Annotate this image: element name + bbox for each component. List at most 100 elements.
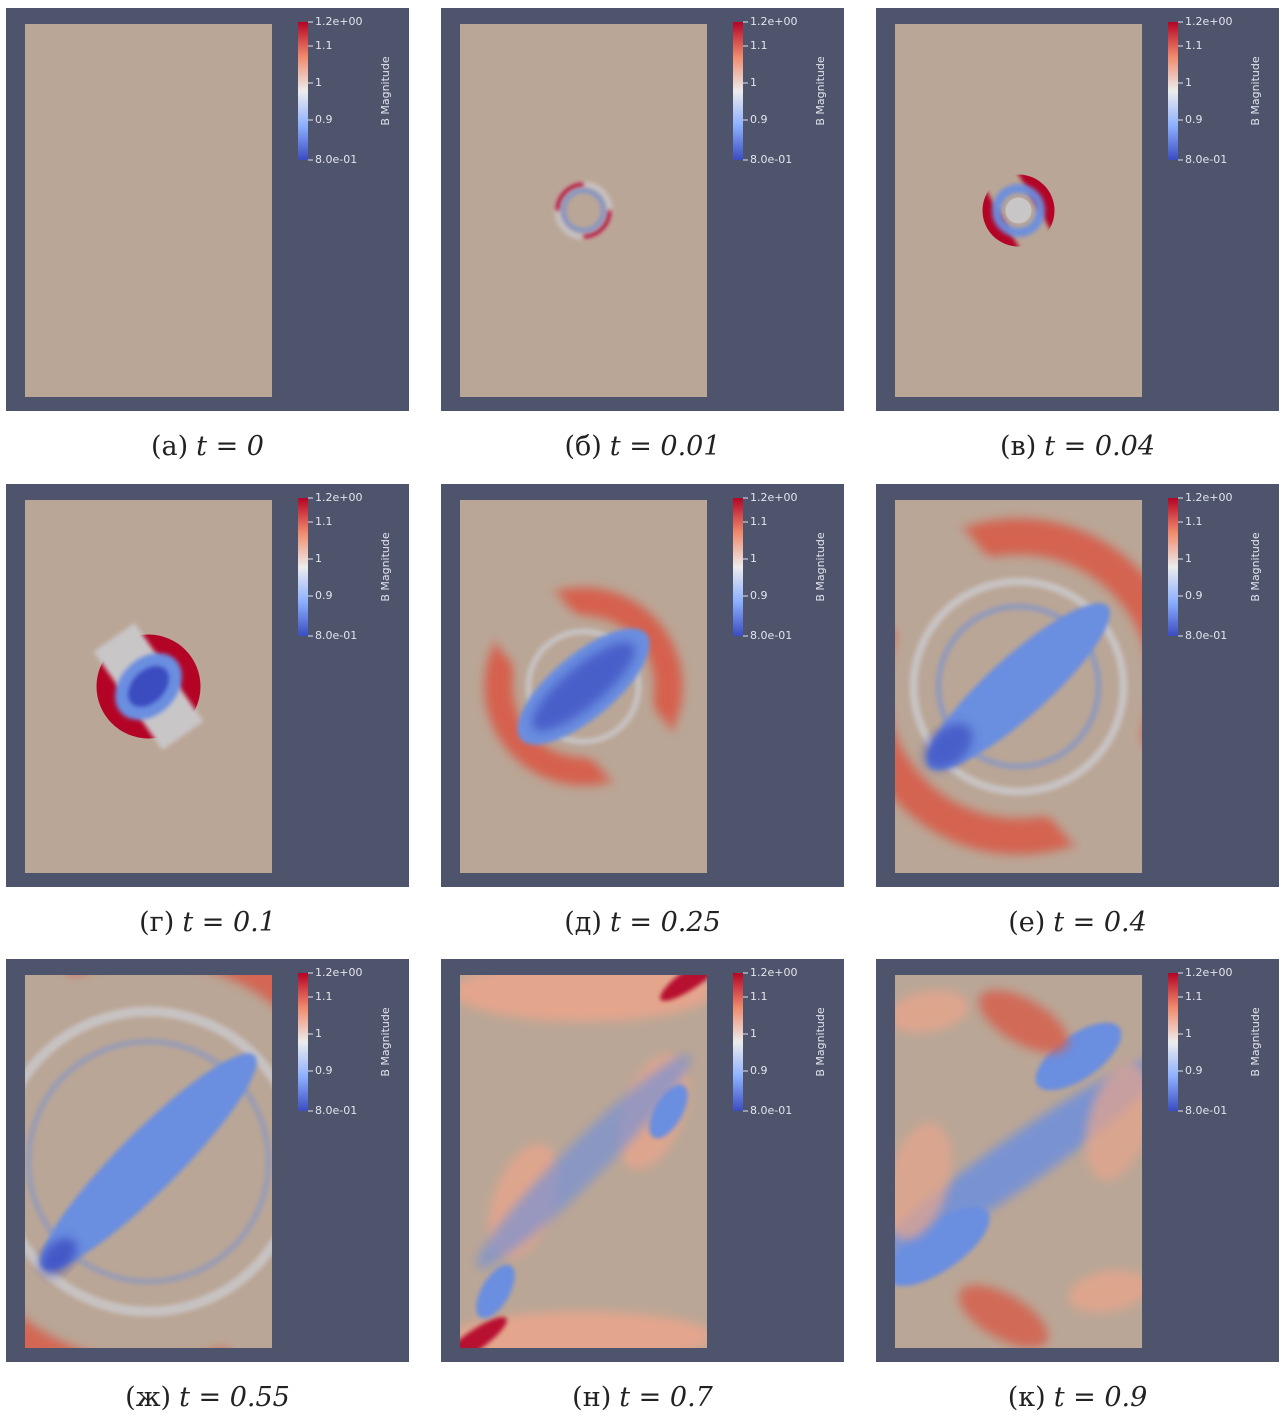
panel: 1.2e+00 1.1 1 0.9 8.0e-01 B Magnitude xyxy=(6,484,409,887)
colorbar-tick-label: 1.1 xyxy=(1185,990,1203,1003)
colorbar-title: B Magnitude xyxy=(1249,1007,1262,1077)
colorbar-title: B Magnitude xyxy=(379,56,392,126)
caption: (а) t = 0 xyxy=(151,431,264,462)
colorbar-tick-label: 1.2e+00 xyxy=(1185,15,1232,28)
panel: 1.2e+001.110.98.0e-01B Magnitude xyxy=(435,945,844,1372)
caption-time: t = 0.04 xyxy=(1044,431,1155,462)
colorbar-tick-label: 0.9 xyxy=(315,589,333,602)
colorbar-tick-label: 1 xyxy=(315,76,322,89)
caption-time: t = 0.1 xyxy=(182,907,276,938)
caption-label: (б) xyxy=(564,431,601,462)
caption: (д) t = 0.25 xyxy=(564,907,720,938)
colorbar xyxy=(298,973,308,1111)
caption: (н) t = 0.7 xyxy=(572,1382,713,1413)
colorbar-tick-label: 8.0e-01 xyxy=(750,1104,792,1117)
colorbar-tick-label: 0.9 xyxy=(315,1064,333,1077)
caption-time: t = 0.25 xyxy=(610,907,721,938)
caption-label: (е) xyxy=(1008,907,1045,938)
caption-time: t = 0 xyxy=(196,431,264,462)
figure: 1.2e+00 1.1 1 0.9 8.0e-01 B Magnitude (а) t = 0… xyxy=(0,0,1283,1419)
colorbar-tick-label: 8.0e-01 xyxy=(1185,1104,1227,1117)
caption-label: (в) xyxy=(1000,431,1036,462)
colorbar-tick-label: 1.2e+00 xyxy=(750,15,797,28)
colorbar-title: B Magnitude xyxy=(379,1007,392,1077)
colorbar-tick-label: 8.0e-01 xyxy=(315,1104,357,1117)
colorbar-tick-label: 1 xyxy=(1185,552,1192,565)
caption: (е) t = 0.4 xyxy=(1008,907,1147,938)
colorbar-tick-label: 8.0e-01 xyxy=(1185,153,1227,166)
colorbar xyxy=(1168,498,1178,636)
colorbar-tick-label: 0.9 xyxy=(1185,589,1203,602)
caption-label: (к) xyxy=(1008,1382,1046,1413)
panel: 1.2e+00 1.1 1 0.9 8.0e-01 B Magnitude xyxy=(844,484,1279,887)
colorbar-tick-label: 1.2e+00 xyxy=(750,966,797,979)
caption-time: t = 0.55 xyxy=(179,1382,290,1413)
colorbar-tick-label: 1.1 xyxy=(1185,39,1203,52)
colorbar-tick-label: 0.9 xyxy=(1185,1064,1203,1077)
caption: (к) t = 0.9 xyxy=(1008,1382,1148,1413)
colorbar-title: B Magnitude xyxy=(814,532,827,602)
colorbar-tick-label: 1.2e+00 xyxy=(1185,491,1232,504)
colorbar-title: B Magnitude xyxy=(1249,56,1262,126)
colorbar-tick-label: 1.1 xyxy=(315,39,333,52)
colorbar-tick-label: 8.0e-01 xyxy=(750,153,792,166)
colorbar-tick-label: 1 xyxy=(1185,76,1192,89)
colorbar-tick-label: 1 xyxy=(315,1027,322,1040)
colorbar-title: B Magnitude xyxy=(379,532,392,602)
colorbar xyxy=(733,22,743,160)
caption-label: (а) xyxy=(151,431,188,462)
caption-label: (д) xyxy=(564,907,602,938)
colorbar-tick-label: 8.0e-01 xyxy=(315,153,357,166)
caption-time: t = 0.4 xyxy=(1053,907,1147,938)
colorbar-title: B Magnitude xyxy=(1249,532,1262,602)
colorbar-tick-label: 1 xyxy=(750,552,757,565)
domain xyxy=(25,24,272,397)
colorbar-tick-label: 1 xyxy=(750,1027,757,1040)
colorbar-tick-label: 1.1 xyxy=(315,990,333,1003)
colorbar-tick-label: 8.0e-01 xyxy=(1185,629,1227,642)
colorbar-tick-label: 1.2e+00 xyxy=(1185,966,1232,979)
panel: 1.2e+00 1.1 1 0.9 8.0e-01 B Magnitude xyxy=(857,959,1279,1362)
colorbar xyxy=(298,498,308,636)
colorbar-tick-label: 1.1 xyxy=(1185,515,1203,528)
colorbar-tick-label: 1.2e+00 xyxy=(315,491,362,504)
colorbar-tick-label: 1.1 xyxy=(750,39,768,52)
panel: 1.2e+00 1.1 1 0.9 8.0e-01 B Magnitude xyxy=(0,893,409,1419)
colorbar-tick-label: 0.9 xyxy=(1185,113,1203,126)
colorbar-tick-label: 1.2e+00 xyxy=(315,15,362,28)
colorbar-tick-label: 1 xyxy=(315,552,322,565)
colorbar-tick-label: 8.0e-01 xyxy=(750,629,792,642)
caption-label: (г) xyxy=(139,907,174,938)
caption: (в) t = 0.04 xyxy=(1000,431,1155,462)
colorbar xyxy=(733,498,743,636)
caption-label: (н) xyxy=(572,1382,611,1413)
colorbar-tick-label: 1.1 xyxy=(750,515,768,528)
panel: 1.2e+00 1.1 1 0.9 8.0e-01 B Magnitude xyxy=(876,8,1279,411)
colorbar xyxy=(733,973,743,1111)
caption-time: t = 0.7 xyxy=(619,1382,713,1413)
panel: 1.2e+00 1.1 1 0.9 8.0e-01 B Magnitude xyxy=(6,8,409,411)
field-region xyxy=(1006,198,1032,224)
colorbar-tick-label: 0.9 xyxy=(750,113,768,126)
colorbar-tick-label: 0.9 xyxy=(750,589,768,602)
colorbar-title: B Magnitude xyxy=(814,1007,827,1077)
colorbar-tick-label: 8.0e-01 xyxy=(315,629,357,642)
caption: (г) t = 0.1 xyxy=(139,907,276,938)
colorbar-tick-label: 0.9 xyxy=(315,113,333,126)
colorbar xyxy=(1168,973,1178,1111)
colorbar-tick-label: 1.1 xyxy=(750,990,768,1003)
caption-time: t = 0.01 xyxy=(610,431,721,462)
colorbar xyxy=(1168,22,1178,160)
caption: (ж) t = 0.55 xyxy=(125,1382,290,1413)
colorbar-title: B Magnitude xyxy=(814,56,827,126)
colorbar-tick-label: 1 xyxy=(1185,1027,1192,1040)
panel: 1.2e+00 1.1 1 0.9 8.0e-01 B Magnitude xyxy=(441,484,844,887)
colorbar-tick-label: 1.1 xyxy=(315,515,333,528)
domain xyxy=(460,24,707,397)
colorbar-tick-label: 1.2e+00 xyxy=(315,966,362,979)
caption-label: (ж) xyxy=(125,1382,171,1413)
caption: (б) t = 0.01 xyxy=(564,431,720,462)
colorbar xyxy=(298,22,308,160)
caption-time: t = 0.9 xyxy=(1054,1382,1148,1413)
colorbar-tick-label: 1.2e+00 xyxy=(750,491,797,504)
